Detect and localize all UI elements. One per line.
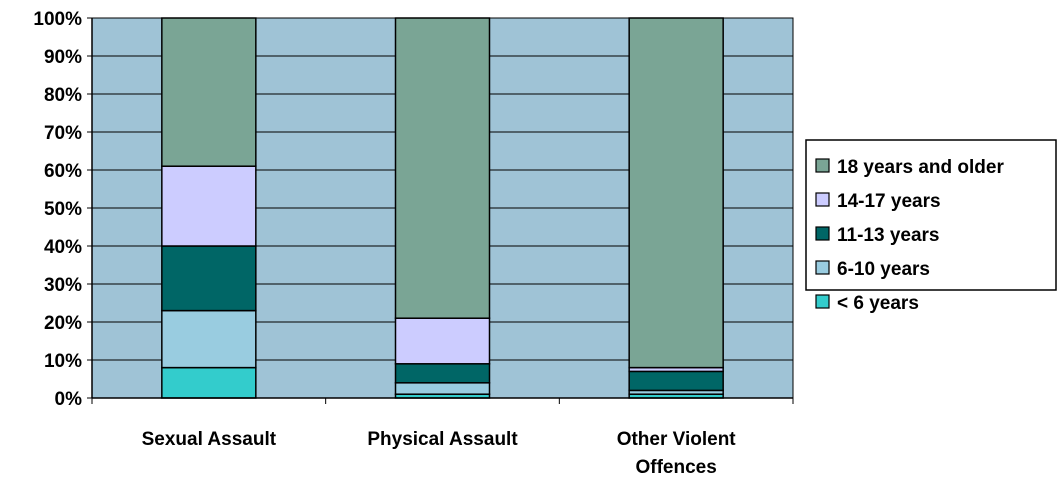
legend-swatch	[815, 158, 830, 173]
legend-swatch	[815, 226, 830, 241]
y-tick-label: 0%	[55, 389, 83, 410]
bar-segment	[161, 245, 257, 312]
legend-label: 11-13 years	[837, 225, 940, 246]
legend-label: 14-17 years	[837, 191, 941, 212]
y-tick-label: 50%	[44, 199, 82, 220]
y-tick-label: 10%	[44, 351, 82, 372]
legend-swatch	[815, 192, 830, 207]
y-tick-label: 30%	[44, 275, 82, 296]
legend-label: 6-10 years	[837, 259, 930, 280]
bar-segment	[628, 17, 724, 369]
y-tick-label: 90%	[44, 47, 82, 68]
legend-box	[805, 139, 1057, 291]
bar-segment	[161, 165, 257, 247]
bar-segment	[394, 363, 491, 384]
y-tick-label: 80%	[44, 85, 82, 106]
bar-segment	[161, 309, 257, 369]
bar-segment	[394, 17, 491, 319]
x-category-label: Sexual Assault	[142, 429, 277, 450]
bar-segment	[161, 366, 257, 399]
y-tick-label: 20%	[44, 313, 82, 334]
legend-swatch	[815, 260, 830, 275]
x-category-label: Other Violent Offences	[617, 429, 737, 478]
y-tick-label: 100%	[33, 9, 82, 30]
y-tick-label: 40%	[44, 237, 82, 258]
y-tick-label: 70%	[44, 123, 82, 144]
bar-segment	[628, 370, 724, 392]
bar-segment	[394, 317, 491, 365]
bar-segment	[161, 17, 257, 167]
x-category-label: Physical Assault	[367, 429, 518, 450]
legend-label: 18 years and older	[837, 157, 1004, 178]
legend-swatch	[815, 294, 830, 309]
y-tick-label: 60%	[44, 161, 82, 182]
legend-label: < 6 years	[837, 293, 919, 314]
bar-segment	[394, 382, 491, 395]
